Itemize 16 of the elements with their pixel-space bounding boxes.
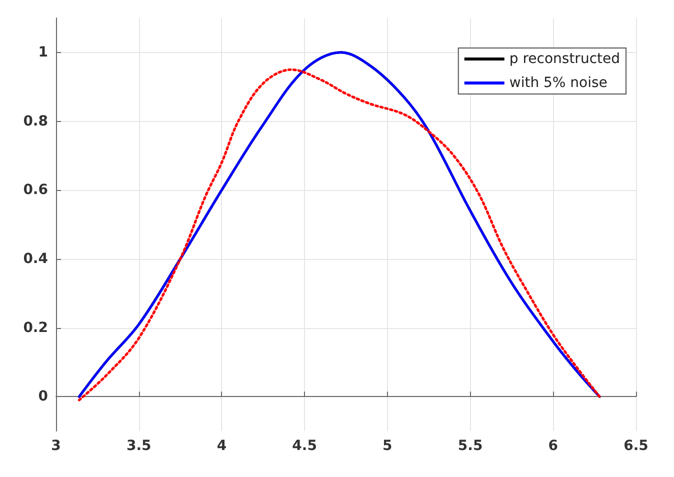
y-tick-label: 1	[38, 44, 48, 60]
legend-label: p reconstructed	[509, 51, 620, 67]
legend-label: with 5% noise	[509, 75, 608, 91]
y-tick-label: 0	[38, 388, 48, 405]
x-tick-label: 6	[548, 438, 558, 454]
x-tick-label: 5.5	[458, 438, 483, 454]
y-tick-label: 0.8	[23, 113, 48, 130]
y-tick-label: 0.2	[23, 320, 48, 336]
y-tick-label: 0.4	[23, 250, 48, 267]
x-tick-label: 3	[51, 438, 61, 454]
x-tick-label: 4	[216, 438, 227, 454]
y-tick-label: 0.6	[23, 182, 48, 198]
x-tick-label: 5	[382, 438, 392, 454]
x-tick-label: 3.5	[126, 438, 152, 454]
x-tick-label: 6.5	[624, 438, 648, 454]
x-tick-label: 4.5	[292, 438, 317, 454]
